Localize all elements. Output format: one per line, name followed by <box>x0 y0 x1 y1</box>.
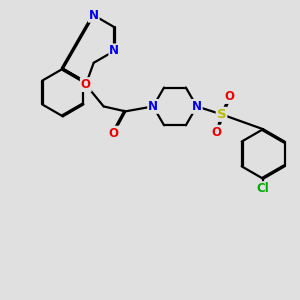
Text: N: N <box>148 100 158 113</box>
Text: N: N <box>192 100 202 113</box>
Text: N: N <box>89 9 99 22</box>
Text: Cl: Cl <box>257 182 269 195</box>
Text: O: O <box>224 90 234 103</box>
Text: N: N <box>109 44 119 57</box>
Text: O: O <box>212 126 222 139</box>
Text: O: O <box>81 78 91 91</box>
Text: S: S <box>217 108 226 121</box>
Text: O: O <box>109 127 118 140</box>
